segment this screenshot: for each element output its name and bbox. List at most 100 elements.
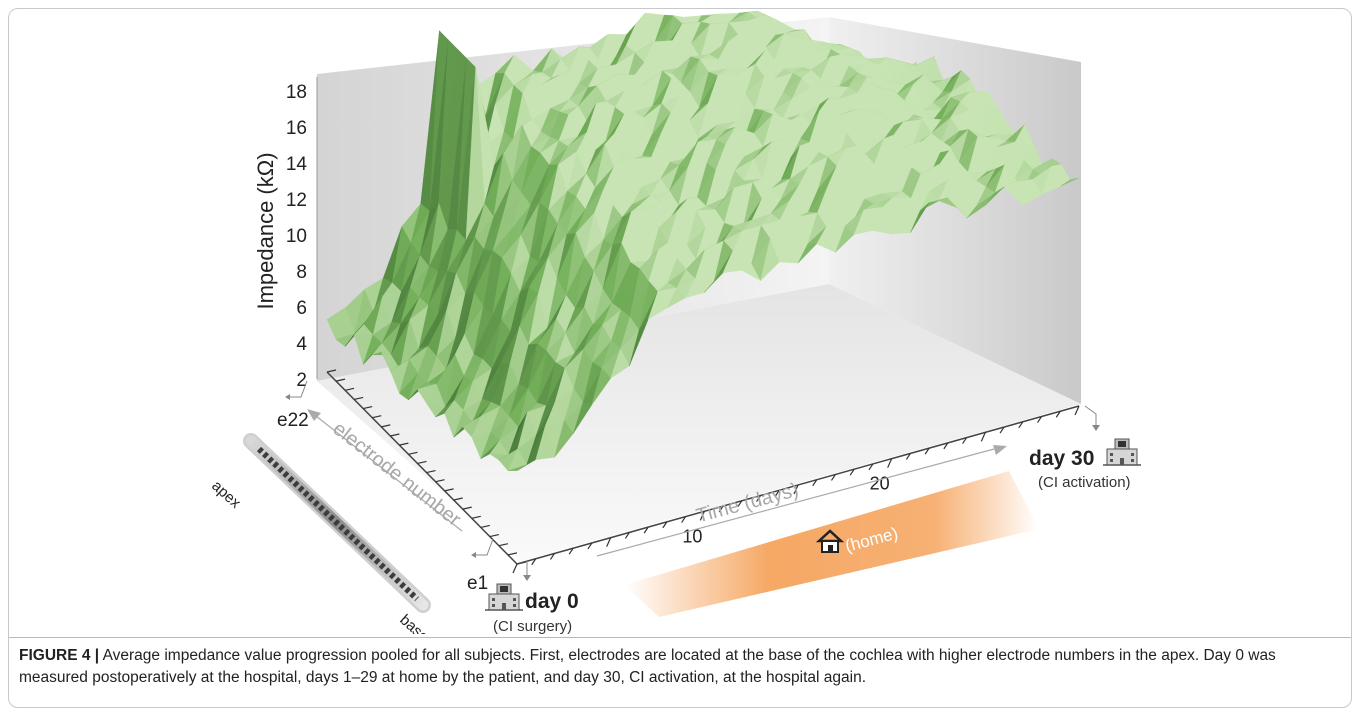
time-tick: [512, 563, 518, 574]
electrode-tick: [444, 488, 454, 492]
label-e22: e22: [277, 410, 309, 431]
electrode-tick: [498, 543, 509, 547]
surface-facet: [947, 197, 967, 219]
hospital-icon: [1103, 438, 1141, 466]
x-tick-label-20: 20: [870, 474, 890, 494]
time-tick: [812, 479, 818, 487]
electrode-tick: [462, 506, 472, 510]
figure-frame: 2 4 6 8 10 12 14 16 18 Impedance (kΩ) 10 20 Time…: [8, 8, 1352, 708]
surface-facet: [554, 420, 574, 458]
surface-facet: [966, 205, 987, 219]
time-tick: [849, 468, 855, 476]
e22-pointer-head: [285, 394, 290, 400]
surface-facet: [741, 263, 762, 282]
surface-facet: [872, 206, 892, 235]
time-arrowhead: [993, 445, 1007, 455]
surface-facet: [666, 287, 686, 309]
impedance-surface: [326, 10, 1080, 472]
time-tick: [643, 526, 649, 534]
y-tick-label-6: 6: [296, 298, 307, 319]
label-day0-sub: (CI surgery): [493, 618, 572, 634]
electrode-tick: [480, 524, 490, 529]
surface-facet: [778, 243, 799, 264]
surface-facet: [891, 216, 911, 235]
e1-pointer: [476, 538, 494, 556]
electrode-array: [243, 433, 431, 613]
time-tick: [549, 553, 555, 560]
surface-facet: [1041, 165, 1061, 195]
surface-facet: [816, 226, 836, 253]
time-tick: [699, 511, 705, 521]
label-day30: day 30: [1029, 447, 1094, 470]
electrode-tick: [408, 451, 418, 455]
y-axis-title: Impedance (kΩ): [253, 152, 278, 309]
time-tick: [1018, 421, 1024, 429]
time-tick: [793, 484, 799, 495]
surface-facet: [647, 291, 668, 321]
time-tick: [774, 489, 780, 497]
time-tick: [756, 495, 762, 502]
electrode-axis-line: [326, 371, 518, 565]
time-tick: [624, 532, 630, 539]
electrode-tick: [381, 424, 391, 428]
surface-facet: [573, 402, 593, 434]
y-tick-label-8: 8: [296, 262, 307, 283]
surface-facet: [591, 367, 611, 405]
surface-facet: [722, 250, 743, 273]
surface-facet: [835, 225, 855, 253]
time-tick: [868, 463, 874, 471]
surface-facet: [1003, 181, 1023, 206]
y-tick-label-4: 4: [296, 334, 307, 355]
surface-facet: [704, 272, 724, 293]
electrode-tick: [390, 433, 400, 437]
electrode-tick: [426, 469, 436, 474]
time-arrow: [596, 448, 995, 557]
time-tick: [1037, 416, 1043, 423]
y-tick-label-10: 10: [286, 226, 307, 247]
electrode-tick: [326, 369, 337, 373]
y-tick-label-16: 16: [286, 118, 307, 139]
surface-facet: [760, 238, 780, 282]
time-tick: [943, 442, 949, 450]
time-tick: [606, 537, 612, 547]
electrode-arrow: [315, 415, 463, 532]
x-tick-label-10: 10: [682, 526, 702, 546]
label-day0: day 0: [525, 590, 579, 613]
electrode-tick: [363, 405, 373, 410]
time-tick: [905, 453, 911, 460]
time-tick: [1055, 410, 1061, 418]
electrode-tick: [507, 552, 518, 556]
surface-facet: [797, 243, 818, 264]
y-tick-label-2: 2: [296, 370, 307, 391]
time-tick: [718, 505, 724, 513]
caption-text: Average impedance value progression pool…: [19, 647, 1276, 686]
figure-caption: FIGURE 4 | Average impedance value progr…: [19, 645, 1339, 689]
time-tick: [531, 558, 537, 566]
time-tick: [737, 500, 743, 508]
electrode-tick: [372, 415, 382, 419]
electrode-tick: [399, 442, 409, 446]
time-tick: [587, 542, 593, 550]
y-tick-label-12: 12: [286, 190, 307, 211]
electrode-tick: [417, 460, 427, 465]
electrode-tick: [335, 378, 346, 382]
electrode-tick: [471, 515, 481, 519]
surface-facet: [985, 186, 1005, 206]
electrode-tick: [489, 533, 499, 538]
time-tick: [1074, 405, 1080, 416]
e1-pointer-head: [471, 552, 476, 558]
surface-facet: [535, 424, 555, 460]
surface-facet: [910, 202, 930, 233]
electrode-tick: [354, 396, 364, 401]
electrode-arrowhead: [307, 409, 321, 421]
label-day30-sub: (CI activation): [1038, 474, 1131, 491]
time-tick: [662, 521, 668, 529]
time-tick: [999, 426, 1005, 434]
time-tick: [924, 447, 930, 455]
surface-facet: [516, 459, 536, 471]
day0-pointer-head: [523, 575, 531, 581]
surface-facet: [610, 348, 630, 379]
time-tick: [962, 437, 968, 444]
time-tick: [681, 516, 687, 523]
time-tick: [887, 458, 893, 468]
